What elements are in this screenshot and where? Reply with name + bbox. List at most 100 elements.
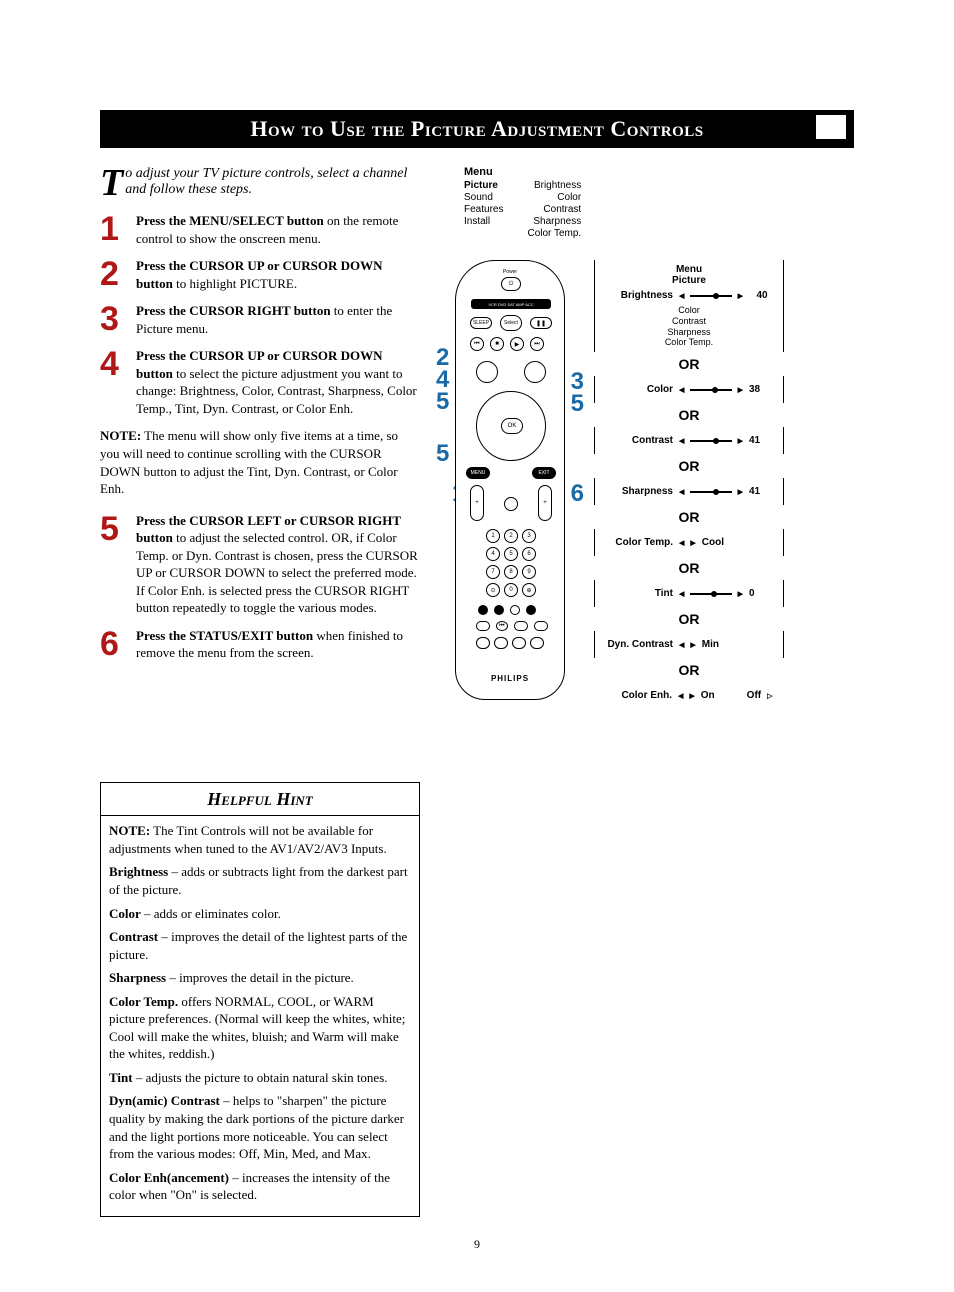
remote-outline: Power ⏻ VCR DVD SAT AMP ACC SLEEP Select… — [455, 260, 565, 700]
remote-ff-button[interactable]: ⏭ — [530, 337, 544, 351]
remote-ok-button[interactable]: OK — [501, 418, 523, 434]
remote-num-3[interactable]: 3 — [522, 529, 536, 543]
intro-text: To adjust your TV picture controls, sele… — [100, 166, 420, 198]
left-column: To adjust your TV picture controls, sele… — [100, 166, 420, 1217]
slider-track-contrast[interactable] — [690, 440, 731, 442]
remote-dot-2[interactable] — [494, 605, 504, 615]
remote-clock-button[interactable]: ⊙ — [486, 583, 500, 597]
or-5: OR — [594, 560, 784, 576]
remote-c2[interactable] — [494, 637, 508, 649]
step-4: 4 Press the CURSOR UP or CURSOR DOWN but… — [100, 347, 420, 417]
step-bold-6: Press the STATUS/EXIT button — [136, 628, 313, 643]
remote-b3[interactable] — [514, 621, 528, 631]
remote-c4[interactable] — [530, 637, 544, 649]
slider-track-sharpness[interactable] — [690, 491, 731, 493]
remote-rew-button[interactable]: ⏮ — [470, 337, 484, 351]
remote-mode-bar[interactable]: VCR DVD SAT AMP ACC — [471, 299, 551, 309]
remote-stop-button[interactable]: ■ — [490, 337, 504, 351]
note-1: NOTE: The menu will show only five items… — [100, 427, 420, 497]
remote-c3[interactable] — [512, 637, 526, 649]
remote-pause-button[interactable]: ❚❚ — [530, 317, 552, 329]
remote-ch-rocker[interactable]: + — [538, 485, 552, 521]
slider-track-tint[interactable] — [690, 593, 731, 595]
remote-cursor-pad[interactable]: OK — [476, 391, 546, 461]
slider-lbl-contrast: Contrast — [603, 435, 673, 446]
remote-num-0[interactable]: 0 — [504, 583, 518, 597]
or-3: OR — [594, 458, 784, 474]
remote-vol-rocker[interactable]: + — [470, 485, 484, 521]
slider-val-sharpness: 41 — [749, 486, 775, 497]
step-body-3: Press the CURSOR RIGHT button to enter t… — [136, 302, 420, 337]
osd-item-install: Install — [464, 216, 503, 228]
callout-6: 6 — [569, 482, 586, 506]
remote-num-6[interactable]: 6 — [522, 547, 536, 561]
step-body-1: Press the MENU/SELECT button on the remo… — [136, 212, 420, 247]
slider-lbl-tint: Tint — [603, 588, 673, 599]
remote-num-9[interactable]: 9 — [522, 565, 536, 579]
remote-num-7[interactable]: 7 — [486, 565, 500, 579]
remote-num-5[interactable]: 5 — [504, 547, 518, 561]
remote-dot-4[interactable] — [526, 605, 536, 615]
hint-note: NOTE: The Tint Controls will not be avai… — [109, 822, 411, 857]
remote-b4[interactable] — [534, 621, 548, 631]
remote-select-button[interactable]: Select — [500, 315, 522, 331]
hint-t-5: – adjusts the picture to obtain natural … — [133, 1070, 388, 1085]
slider-sharpness: Sharpness ◀ ▶ 41 — [603, 486, 775, 497]
step-rest-5: to adjust the selected control. OR, if C… — [136, 530, 418, 615]
slider-track-brightness[interactable] — [690, 295, 731, 297]
hint-item-colortemp: Color Temp. offers NORMAL, COOL, or WARM… — [109, 993, 411, 1063]
slider-val-contrast: 41 — [749, 435, 775, 446]
hint-title: Helpful Hint — [207, 789, 312, 809]
remote-play-button[interactable]: ▶ — [510, 337, 524, 351]
row-colortemp: Color Temp. ◀ ▶ Cool — [603, 537, 775, 548]
val-colortemp: Cool — [702, 537, 724, 548]
remote-sleep-button[interactable]: SLEEP — [470, 317, 492, 329]
osd-menu-right-list: Brightness Color Contrast Sharpness Colo… — [527, 180, 581, 240]
osd-sub-sharpness: Sharpness — [603, 327, 775, 338]
or-2: OR — [594, 407, 784, 423]
remote-dot-1[interactable] — [478, 605, 488, 615]
osd-item-features: Features — [464, 204, 503, 216]
remote-num-8[interactable]: 8 — [504, 565, 518, 579]
remote-c1[interactable] — [476, 637, 490, 649]
callout-5a: 5 — [434, 390, 451, 414]
remote-left-knob[interactable] — [476, 361, 498, 383]
hint-t-3: – improves the detail in the picture. — [166, 970, 354, 985]
remote-num-1[interactable]: 1 — [486, 529, 500, 543]
osd-colorenh: Color Enh. ◀ ▶ On Off ▷ — [594, 682, 784, 709]
title-bar: How to Use the Picture Adjustment Contro… — [100, 110, 854, 148]
hint-t-1: – adds or eliminates color. — [141, 906, 281, 921]
step-num-2: 2 — [100, 257, 128, 292]
remote-b1[interactable] — [476, 621, 490, 631]
osd-menu-left-list: Picture Sound Features Install — [464, 180, 503, 228]
remote-num-2[interactable]: 2 — [504, 529, 518, 543]
remote-av-button[interactable]: ⊕ — [522, 583, 536, 597]
hint-item-brightness: Brightness – adds or subtracts light fro… — [109, 863, 411, 898]
remote-wrap: 2 4 5 3 5 5 1 6 2 4 5 Power ⏻ — [440, 260, 580, 700]
val-colorenh-off: Off — [747, 690, 761, 701]
osd-contrast: Contrast ◀ ▶ 41 — [594, 427, 784, 454]
slider-track-color[interactable] — [690, 389, 731, 391]
remote-dot-3[interactable] — [510, 605, 520, 615]
osd-dyncontrast: Dyn. Contrast ◀ ▶ Min — [594, 631, 784, 658]
remote-mute-button[interactable] — [504, 497, 518, 511]
remote-power-label: Power — [456, 269, 564, 275]
osd-sub-colortemp: Color Temp. — [603, 337, 775, 348]
slider-lbl-color: Color — [603, 384, 673, 395]
callout-5b: 5 — [569, 392, 586, 416]
remote-b2[interactable]: ⏮ — [496, 621, 508, 631]
remote-menu-button[interactable]: MENU — [466, 467, 490, 479]
osd-hd-picture: Picture — [603, 275, 775, 286]
page: How to Use the Picture Adjustment Contro… — [0, 0, 954, 1292]
hint-item-contrast: Contrast – improves the detail of the li… — [109, 928, 411, 963]
right-panels: 2 4 5 3 5 5 1 6 2 4 5 Power ⏻ — [440, 260, 840, 709]
remote-exit-button[interactable]: EXIT — [532, 467, 556, 479]
hint-note-rest: The Tint Controls will not be available … — [109, 823, 387, 856]
hint-b-4: Color Temp. — [109, 994, 178, 1009]
slider-contrast: Contrast ◀ ▶ 41 — [603, 435, 775, 446]
remote-num-4[interactable]: 4 — [486, 547, 500, 561]
step-1: 1 Press the MENU/SELECT button on the re… — [100, 212, 420, 247]
remote-power-button[interactable]: ⏻ — [501, 277, 521, 291]
remote-right-knob[interactable] — [524, 361, 546, 383]
callout-5c: 5 — [434, 442, 451, 466]
